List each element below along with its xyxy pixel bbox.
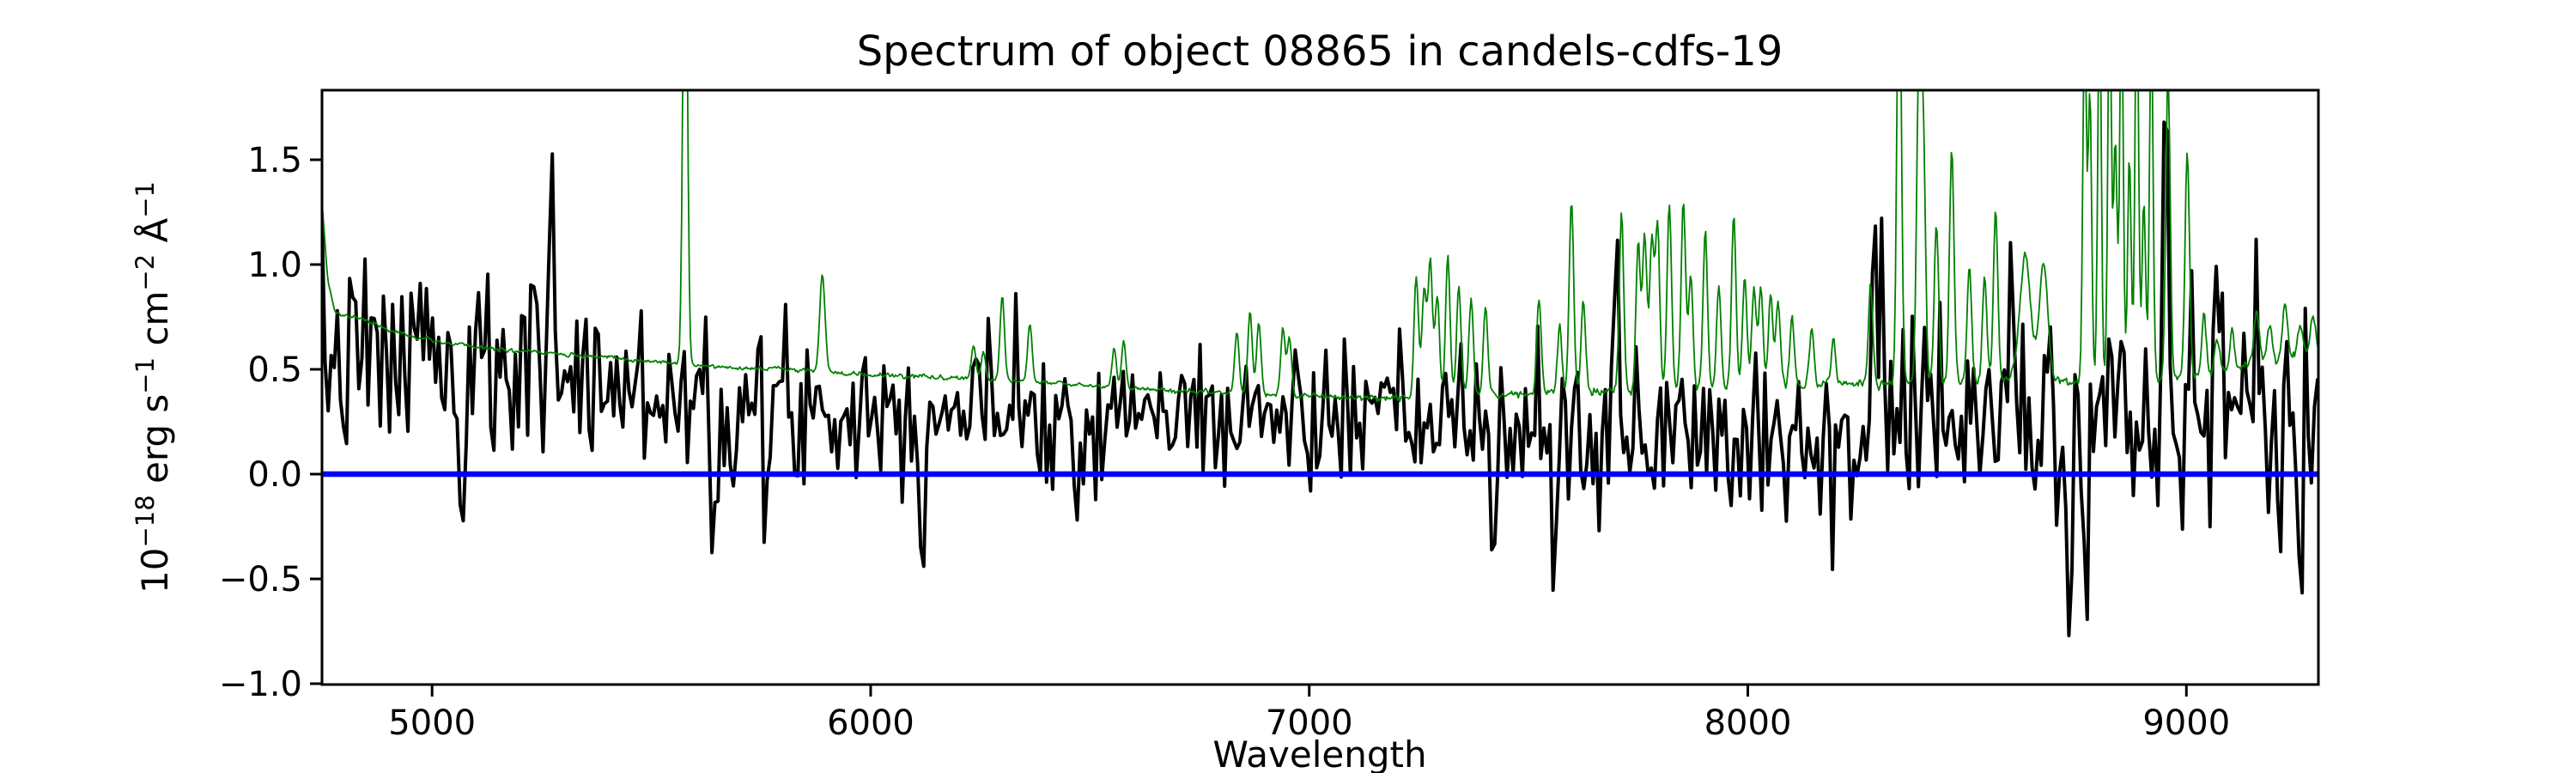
x-tick-label: 8000 — [1704, 703, 1792, 743]
x-tick-label: 6000 — [827, 703, 914, 743]
x-tick-label: 5000 — [388, 703, 476, 743]
y-tick-label: 1.0 — [247, 246, 302, 285]
axes-layer: 5000 6000 7000 8000 9000 −1.0 −0.5 0.0 0.5 1.0 1.5 — [219, 88, 2320, 743]
y-tick-label: 0.0 — [247, 455, 302, 495]
x-axis-label: Wavelength — [1212, 733, 1426, 773]
y-tick-label: 0.5 — [247, 350, 302, 390]
y-tick-label: −1.0 — [219, 665, 302, 704]
x-tick-label: 9000 — [2142, 703, 2230, 743]
y-axis-label: 10−18 erg s−1 cm−2 Å−1 — [131, 181, 176, 593]
axes-spines — [320, 88, 2320, 686]
sky-error-line — [322, 90, 2318, 403]
data-layer — [322, 90, 2318, 637]
flux-line — [322, 120, 2318, 637]
y-tick-label: −0.5 — [219, 560, 302, 600]
y-tick-label: 1.5 — [247, 141, 302, 180]
x-tick-label: 7000 — [1266, 703, 1353, 743]
chart-title: Spectrum of object 08865 in candels-cdfs… — [856, 27, 1783, 76]
